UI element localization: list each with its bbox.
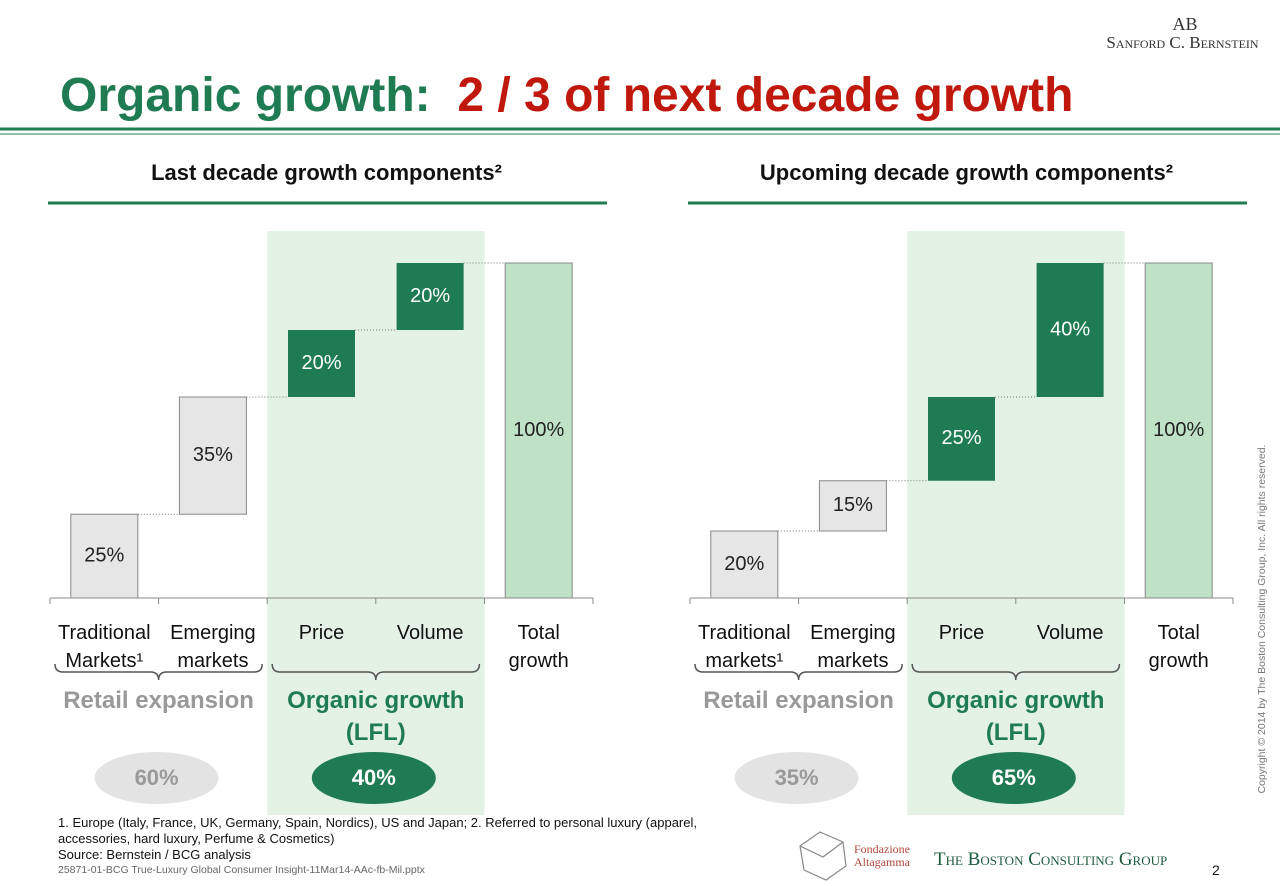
- bcg-logo: The Boston Consulting Group: [934, 849, 1168, 870]
- category-label: Total growth: [508, 622, 569, 672]
- group-share: [734, 752, 859, 804]
- group-share-label: 60%: [135, 765, 179, 790]
- category-label: Volume: [396, 622, 464, 644]
- brace: [911, 663, 1121, 681]
- footnotes: 1. Europe (Italy, France, UK, Germany, S…: [58, 815, 738, 863]
- chart-title: Upcoming decade growth components²: [759, 160, 1174, 185]
- group-share-label: 65%: [992, 765, 1036, 790]
- group-share: [311, 752, 436, 804]
- page-number: 2: [1212, 862, 1220, 878]
- category-label: Price: [938, 622, 985, 644]
- title-part: Organic growth:: [60, 69, 431, 122]
- brace: [54, 663, 263, 681]
- group-share-label: 40%: [352, 765, 396, 790]
- category-label: Volume: [1036, 622, 1104, 644]
- value-label: 35%: [193, 444, 233, 466]
- brace: [271, 663, 481, 681]
- altagamma-logo: Fondazione Altagamma: [854, 842, 910, 869]
- category-label: Traditional markets¹: [697, 622, 791, 672]
- logo-mark: AB: [1172, 14, 1198, 34]
- value-label: 20%: [724, 553, 764, 575]
- bar: [396, 263, 464, 330]
- value-label: 20%: [301, 352, 341, 374]
- value-label: 100%: [1153, 419, 1204, 441]
- bar: [504, 262, 573, 599]
- bar: [1144, 262, 1213, 599]
- value-label: 40%: [1050, 318, 1090, 340]
- source: Source: Bernstein / BCG analysis: [58, 847, 251, 862]
- chart-title: Last decade growth components²: [151, 160, 502, 185]
- value-label: 25%: [84, 544, 124, 566]
- category-label: Emerging markets: [170, 622, 256, 672]
- group-label: Retail expansion: [63, 687, 254, 714]
- group-share-label: 35%: [775, 765, 819, 790]
- value-label: 15%: [833, 494, 873, 516]
- title: Organic growth: 2 / 3 of next decade gro…: [60, 68, 1073, 123]
- category-label: Emerging markets: [810, 622, 896, 672]
- bar: [818, 480, 887, 532]
- value-label: 100%: [513, 419, 564, 441]
- bar: [70, 513, 139, 599]
- category-label: Traditional Markets¹: [57, 622, 151, 672]
- group-label: Organic growth (LFL): [927, 687, 1105, 746]
- category-label: Price: [298, 622, 345, 644]
- bar: [710, 530, 779, 599]
- title-highlight: 2 / 3 of next decade growth: [457, 69, 1074, 122]
- value-label: 20%: [410, 285, 450, 307]
- group-label: Retail expansion: [703, 687, 894, 714]
- brace: [694, 663, 903, 681]
- bar: [288, 330, 355, 397]
- group-share: [951, 752, 1076, 804]
- file-name: 25871-01-BCG True-Luxury Global Consumer…: [58, 864, 425, 876]
- bcg-emblem: [799, 831, 847, 881]
- footnote: 1. Europe (Italy, France, UK, Germany, S…: [58, 815, 697, 846]
- group-label: Organic growth (LFL): [287, 687, 465, 746]
- bar: [928, 397, 995, 481]
- value-label: 25%: [941, 427, 981, 449]
- bar: [178, 396, 247, 515]
- group-share: [94, 752, 219, 804]
- copyright: Copyright © 2014 by The Boston Consultin…: [1256, 444, 1268, 794]
- bar: [1036, 263, 1104, 397]
- category-label: Total growth: [1148, 622, 1209, 672]
- logo-text: Sanford C. Bernstein: [1106, 33, 1259, 52]
